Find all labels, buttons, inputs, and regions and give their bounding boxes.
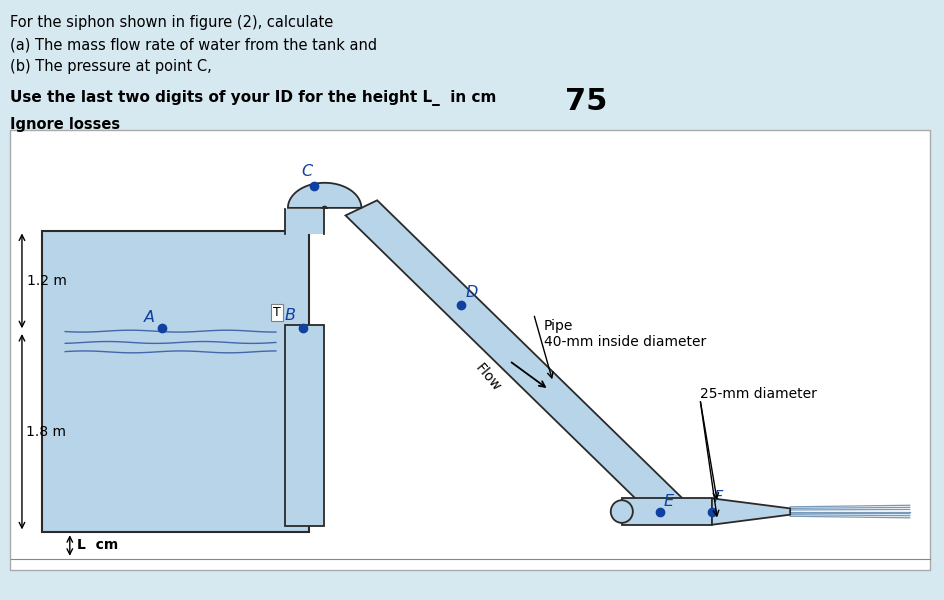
Text: A: A [144,310,155,325]
Text: Use the last two digits of your ID for the height L_  in cm: Use the last two digits of your ID for t… [10,90,497,106]
Polygon shape [633,499,672,525]
Text: Ignore losses: Ignore losses [10,117,120,132]
Text: For the siphon shown in figure (2), calculate: For the siphon shown in figure (2), calc… [10,15,333,30]
Bar [285,209,324,234]
Text: C: C [302,164,312,179]
Bar [10,130,930,570]
Bar [622,499,712,525]
Text: 25-mm diameter: 25-mm diameter [700,387,817,401]
Text: Pipe
40-mm inside diameter: Pipe 40-mm inside diameter [544,319,706,349]
Text: (b) The pressure at point C,: (b) The pressure at point C, [10,59,211,74]
Text: Flow: Flow [473,361,504,394]
Text: T: T [273,306,281,319]
Text: (a) The mass flow rate of water from the tank and: (a) The mass flow rate of water from the… [10,37,377,52]
Text: 1.8 m: 1.8 m [25,425,66,439]
Text: E: E [664,494,674,509]
Bar [42,230,309,532]
Bar [285,325,324,526]
Text: D: D [466,285,479,300]
Polygon shape [288,183,362,208]
Polygon shape [346,200,688,519]
Text: L  cm: L cm [77,538,118,553]
Polygon shape [712,499,790,525]
Text: B: B [284,308,295,323]
Text: 75: 75 [565,87,607,116]
Text: 1.2 m: 1.2 m [27,274,67,288]
Ellipse shape [611,500,632,523]
Text: F: F [714,490,723,505]
